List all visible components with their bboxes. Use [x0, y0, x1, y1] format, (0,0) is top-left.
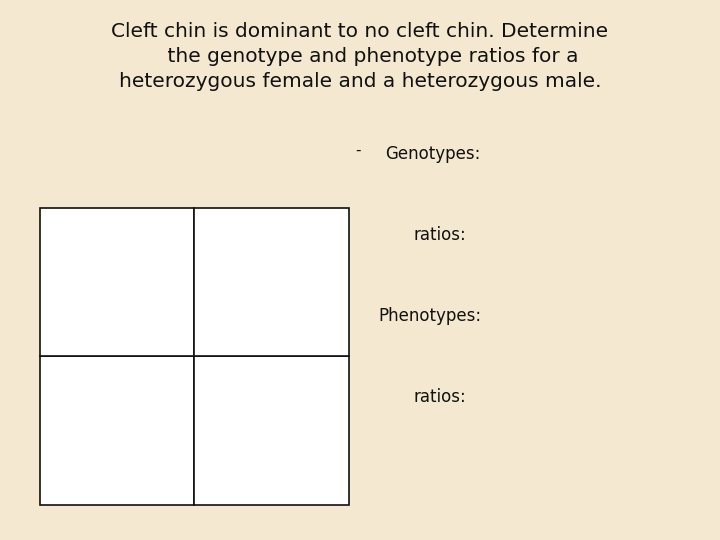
Text: ratios:: ratios: — [414, 226, 467, 244]
Text: Cleft chin is dominant to no cleft chin. Determine
    the genotype and phenotyp: Cleft chin is dominant to no cleft chin.… — [112, 22, 608, 91]
Text: -: - — [356, 143, 361, 158]
Bar — [194, 208, 349, 356]
Bar — [194, 356, 349, 505]
Bar — [40, 208, 194, 356]
Text: Genotypes:: Genotypes: — [385, 145, 480, 163]
Text: Phenotypes:: Phenotypes: — [378, 307, 481, 325]
Bar — [40, 356, 194, 505]
Text: ratios:: ratios: — [414, 388, 467, 406]
